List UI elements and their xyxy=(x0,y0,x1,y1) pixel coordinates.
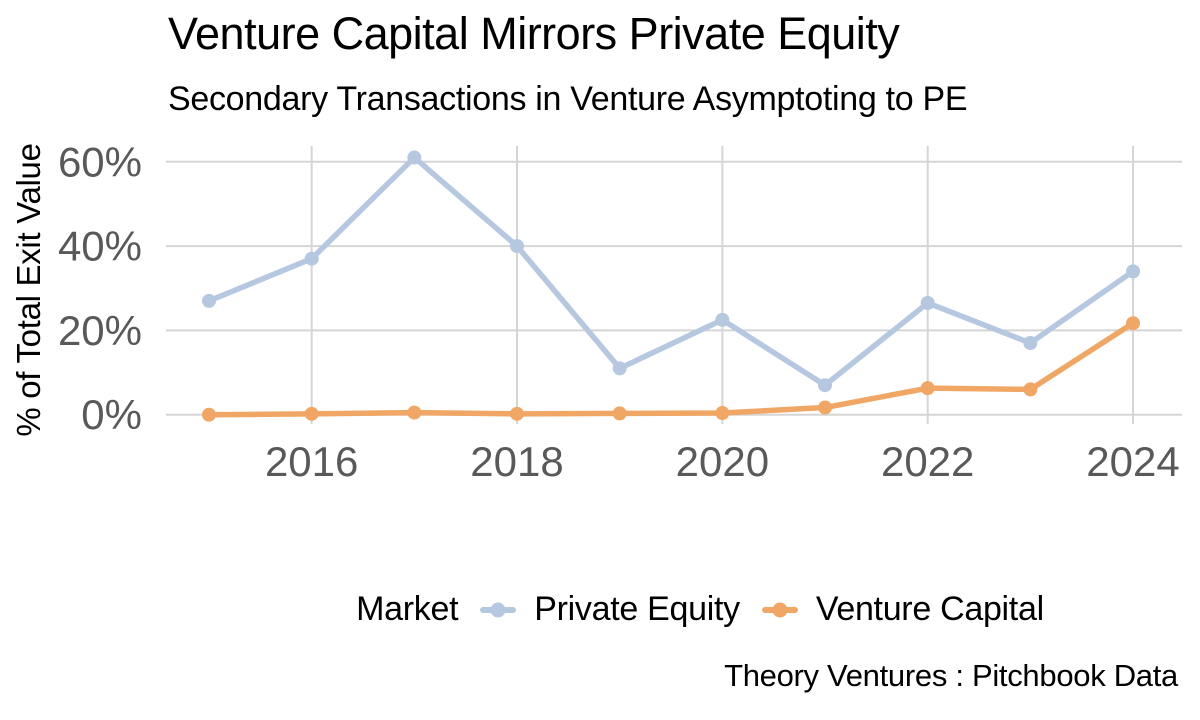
legend-title: Market xyxy=(356,590,459,628)
private-equity-dot-icon xyxy=(490,602,506,617)
data-point-private-equity-2023 xyxy=(1023,336,1038,351)
data-point-venture-capital-2023 xyxy=(1023,382,1038,397)
legend-label-private-equity: Private Equity xyxy=(534,590,740,628)
x-tick-label-2022: 2022 xyxy=(881,438,974,485)
data-point-venture-capital-2018 xyxy=(510,406,525,421)
x-tick-label-2024: 2024 xyxy=(1086,438,1179,485)
data-point-private-equity-2021 xyxy=(818,378,833,393)
x-tick-label-2020: 2020 xyxy=(676,438,769,485)
data-point-private-equity-2015 xyxy=(202,293,216,308)
y-tick-label-20: 20% xyxy=(58,307,142,354)
data-point-venture-capital-2019 xyxy=(612,406,627,421)
venture-capital-dot-icon xyxy=(772,602,788,617)
data-point-venture-capital-2024 xyxy=(1126,316,1141,331)
y-tick-label-0: 0% xyxy=(81,391,142,438)
data-point-private-equity-2018 xyxy=(510,239,525,254)
private-equity-line-marker-icon xyxy=(480,602,517,617)
legend-item-venture-capital: Venture Capital xyxy=(761,590,1044,629)
chart-legend: Market Private Equity Venture Capital xyxy=(100,590,1200,629)
data-point-private-equity-2022 xyxy=(920,295,935,310)
chart-canvas: 0% 20% 40% 60% 2016 2018 2020 2022 2024 xyxy=(58,138,1182,485)
data-point-venture-capital-2022 xyxy=(920,381,935,396)
venture-capital-line-marker-icon xyxy=(761,602,798,617)
legend-label-venture-capital: Venture Capital xyxy=(815,590,1044,628)
series-line-venture-capital xyxy=(206,320,1136,418)
chart-subtitle: Secondary Transactions in Venture Asympt… xyxy=(168,80,968,118)
chart-title: Venture Capital Mirrors Private Equity xyxy=(168,8,900,59)
data-point-venture-capital-2021 xyxy=(818,400,833,415)
data-point-private-equity-2016 xyxy=(304,251,319,266)
data-point-private-equity-2019 xyxy=(612,361,627,376)
data-point-venture-capital-2017 xyxy=(407,405,422,420)
data-point-venture-capital-2020 xyxy=(715,406,730,421)
legend-item-private-equity: Private Equity xyxy=(480,590,740,629)
y-tick-label-60: 60% xyxy=(58,138,142,185)
source-caption: Theory Ventures : Pitchbook Data xyxy=(724,658,1178,693)
x-tick-label-2016: 2016 xyxy=(265,438,358,485)
data-point-private-equity-2024 xyxy=(1126,264,1141,279)
x-tick-label-2018: 2018 xyxy=(470,438,563,485)
data-point-private-equity-2017 xyxy=(407,150,422,165)
data-point-venture-capital-2016 xyxy=(304,406,319,421)
series-line-private-equity xyxy=(206,154,1136,388)
y-tick-label-40: 40% xyxy=(58,223,142,270)
data-point-venture-capital-2015 xyxy=(202,407,216,422)
data-point-private-equity-2020 xyxy=(715,312,730,327)
